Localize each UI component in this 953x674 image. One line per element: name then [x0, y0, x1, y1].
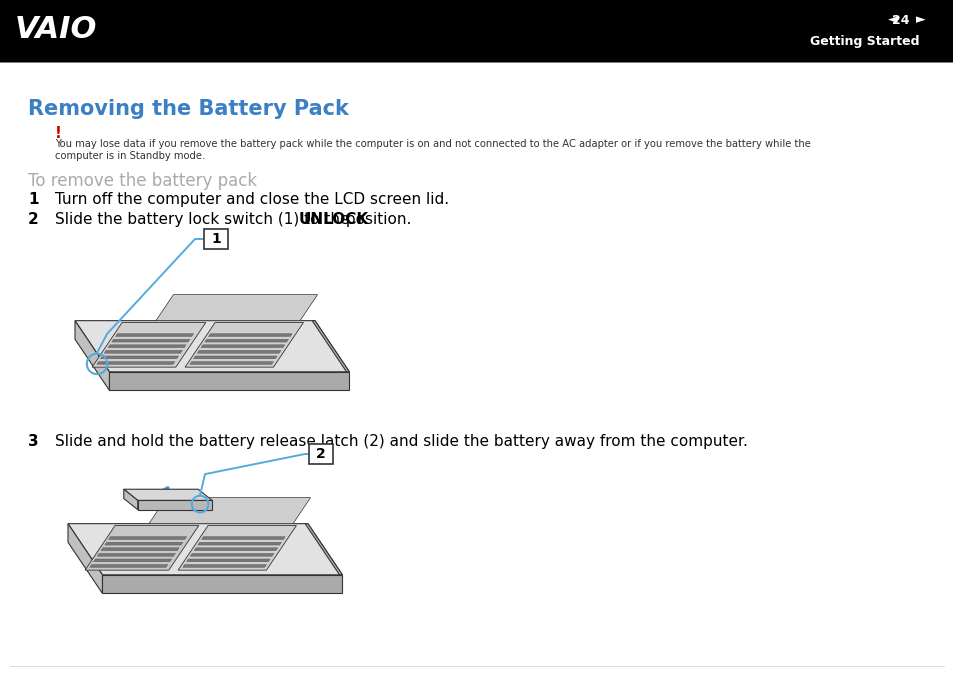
Polygon shape	[93, 559, 172, 562]
Polygon shape	[124, 489, 212, 500]
Polygon shape	[190, 361, 274, 365]
Polygon shape	[96, 361, 174, 365]
Text: Slide the battery lock switch (1) to the: Slide the battery lock switch (1) to the	[55, 212, 354, 227]
Polygon shape	[68, 524, 102, 593]
Polygon shape	[104, 350, 182, 353]
Polygon shape	[105, 543, 183, 545]
Text: 1: 1	[28, 192, 38, 207]
Polygon shape	[101, 548, 179, 551]
Polygon shape	[197, 543, 281, 545]
Polygon shape	[112, 339, 190, 342]
Text: Turn off the computer and close the LCD screen lid.: Turn off the computer and close the LCD …	[55, 192, 449, 207]
Polygon shape	[183, 565, 266, 568]
Text: 2: 2	[315, 447, 326, 461]
Polygon shape	[209, 334, 292, 336]
Text: 2: 2	[28, 212, 39, 227]
Polygon shape	[90, 565, 168, 568]
Polygon shape	[109, 537, 187, 539]
Polygon shape	[75, 321, 349, 372]
Polygon shape	[186, 559, 270, 562]
Polygon shape	[185, 323, 303, 367]
Polygon shape	[201, 345, 284, 348]
Polygon shape	[85, 526, 198, 570]
Text: position.: position.	[340, 212, 411, 227]
Polygon shape	[201, 537, 285, 539]
Polygon shape	[124, 489, 137, 510]
Text: 24: 24	[891, 13, 909, 26]
Text: !: !	[55, 126, 62, 141]
Polygon shape	[178, 526, 296, 570]
Polygon shape	[197, 350, 281, 353]
Polygon shape	[110, 372, 349, 390]
Polygon shape	[108, 345, 186, 348]
Polygon shape	[100, 356, 178, 359]
Text: 1: 1	[211, 232, 221, 246]
Polygon shape	[305, 524, 342, 575]
Text: VAIO: VAIO	[15, 15, 97, 44]
Polygon shape	[115, 334, 193, 336]
Text: ►: ►	[915, 13, 924, 26]
Text: ◄: ◄	[887, 13, 897, 26]
Polygon shape	[193, 356, 277, 359]
Polygon shape	[75, 321, 110, 390]
FancyBboxPatch shape	[204, 229, 228, 249]
Text: Getting Started: Getting Started	[810, 36, 919, 49]
Polygon shape	[102, 575, 342, 593]
Text: 3: 3	[28, 434, 38, 449]
Text: computer is in Standby mode.: computer is in Standby mode.	[55, 151, 205, 161]
Polygon shape	[137, 500, 212, 510]
Polygon shape	[68, 524, 342, 575]
Polygon shape	[193, 548, 277, 551]
Text: To remove the battery pack: To remove the battery pack	[28, 172, 257, 190]
Bar	[0, 0, 953, 62]
Polygon shape	[92, 323, 206, 367]
Text: You may lose data if you remove the battery pack while the computer is on and no: You may lose data if you remove the batt…	[55, 139, 810, 149]
Polygon shape	[155, 295, 317, 321]
Polygon shape	[149, 497, 311, 524]
Polygon shape	[205, 339, 288, 342]
Polygon shape	[97, 553, 175, 556]
Polygon shape	[312, 321, 349, 372]
Text: Removing the Battery Pack: Removing the Battery Pack	[28, 99, 349, 119]
FancyBboxPatch shape	[309, 444, 333, 464]
Polygon shape	[190, 553, 274, 556]
Text: Slide and hold the battery release latch (2) and slide the battery away from the: Slide and hold the battery release latch…	[55, 434, 747, 449]
Text: UNLOCK: UNLOCK	[298, 212, 369, 227]
